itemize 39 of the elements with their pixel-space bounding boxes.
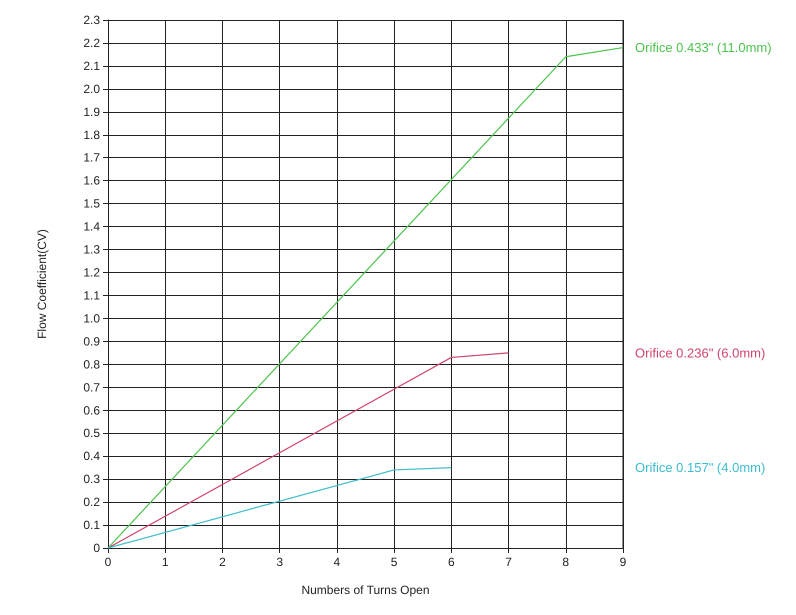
x-tick-label: 1: [162, 555, 169, 569]
x-tick-label: 2: [219, 555, 226, 569]
y-tick-label: 2.0: [83, 82, 100, 96]
y-tick-label: 0.9: [83, 334, 100, 348]
series-label: Orifice 0.433" (11.0mm): [635, 40, 772, 56]
y-tick-label: 1.9: [83, 104, 100, 119]
x-tick-label: 5: [390, 555, 398, 569]
y-tick-label: 1.6: [83, 174, 100, 188]
y-tick-label: 2.2: [83, 36, 100, 50]
y-tick-label: 1.2: [83, 266, 100, 280]
x-tick-label: 6: [448, 555, 455, 569]
y-tick-label: 0.5: [83, 426, 100, 440]
y-tick-label: 1.1: [83, 288, 100, 302]
y-tick-label: 0: [93, 541, 100, 555]
y-tick-label: 1.4: [83, 220, 100, 234]
y-tick-label: 0.7: [83, 380, 100, 394]
y-tick-label: 2.1: [83, 58, 100, 73]
text: Orifice 0.236" (6.0mm): [635, 345, 766, 360]
y-tick-label: 0.2: [83, 495, 100, 510]
y-tick-label: 1.5: [83, 196, 100, 211]
x-tick-label: 8: [562, 555, 570, 569]
x-tick-label: 4: [334, 555, 341, 569]
x-tick-label: 7: [505, 555, 512, 569]
text: Orifice 0.157" (4.0mm): [635, 460, 766, 476]
y-tick-label: 1.3: [83, 242, 100, 257]
y-axis-title: Flow Coefficient(CV): [35, 229, 49, 339]
y-tick-label: 0.8: [83, 357, 100, 372]
x-tick-label: 3: [276, 555, 284, 569]
y-tick-label: 0.4: [83, 449, 100, 464]
y-tick-label: 0.6: [83, 403, 100, 418]
y-tick-label: 0.3: [83, 472, 100, 486]
y-tick-label: 2.3: [83, 13, 100, 27]
y-tick-label: 1.0: [83, 311, 100, 326]
y-tick-label: 1.7: [83, 150, 100, 165]
x-tick-label: 9: [620, 555, 627, 569]
y-tick-label: 1.8: [83, 128, 100, 142]
x-tick-label: 0: [104, 555, 112, 569]
x-axis-title: Numbers of Turns Open: [301, 583, 430, 597]
y-tick-label: 0.1: [83, 518, 100, 532]
